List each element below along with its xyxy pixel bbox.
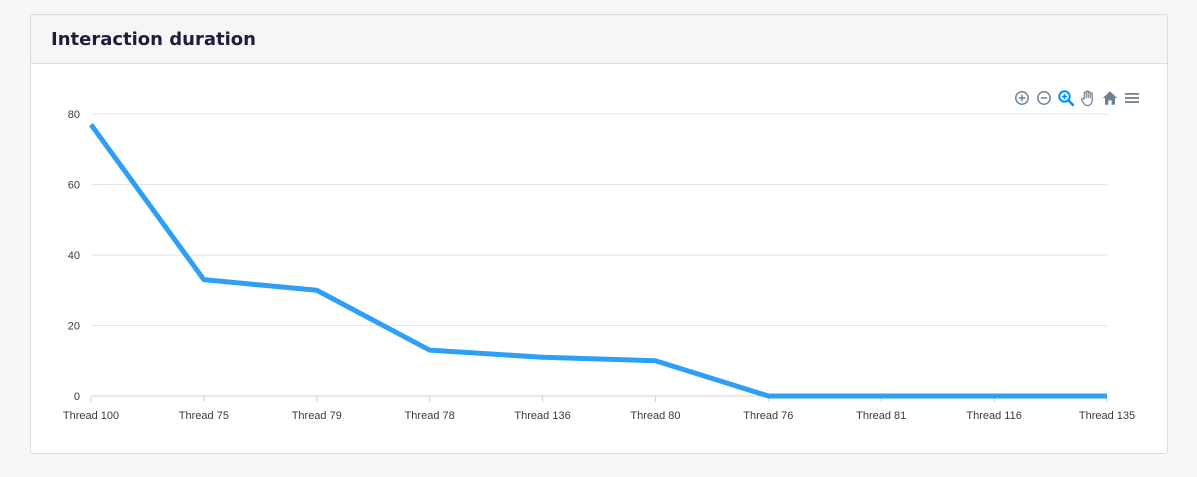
line-chart: 0 20 40 60 80 Thread 100 Thread 75 Thread 79 Thr… [63,109,1135,422]
pan-button[interactable] [1079,89,1097,107]
x-tick-label: Thread 76 [743,410,793,422]
zoom-in-icon [1015,91,1029,105]
zoom-out-button[interactable] [1035,89,1053,107]
x-tick-label: Thread 81 [856,410,906,422]
pan-hand-icon [1080,90,1093,107]
card-title: Interaction duration [51,28,256,50]
y-tick-label: 40 [68,250,80,262]
x-tick-label: Thread 79 [292,410,342,422]
chart-toolbar [1013,89,1141,107]
reset-home-icon [1102,91,1118,105]
x-tick-label: Thread 78 [405,410,455,422]
chart-area: 0 20 40 60 80 Thread 100 Thread 75 Thread 79 Thr… [31,64,1167,453]
x-tick-label: Thread 135 [1079,410,1135,422]
menu-icon [1125,93,1139,103]
series-line [88,123,1107,399]
y-tick-label: 80 [68,109,80,121]
x-tick-label: Thread 136 [514,410,570,422]
selection-zoom-icon [1058,90,1075,107]
y-tick-label: 0 [74,391,80,403]
chart-card: Interaction duration 0 20 40 60 80 Thread 100… [30,14,1168,454]
zoom-in-button[interactable] [1013,89,1031,107]
zoom-out-icon [1037,91,1051,105]
y-tick-label: 20 [68,321,80,333]
x-tick-label: Thread 100 [63,410,119,422]
x-tick-label: Thread 75 [179,410,229,422]
selection-zoom-button[interactable] [1057,89,1075,107]
reset-zoom-button[interactable] [1101,89,1119,107]
y-tick-label: 60 [68,180,80,192]
chart-menu-button[interactable] [1123,89,1141,107]
card-header: Interaction duration [31,15,1167,64]
x-tick-label: Thread 80 [630,410,680,422]
x-tick-label: Thread 116 [966,410,1021,422]
